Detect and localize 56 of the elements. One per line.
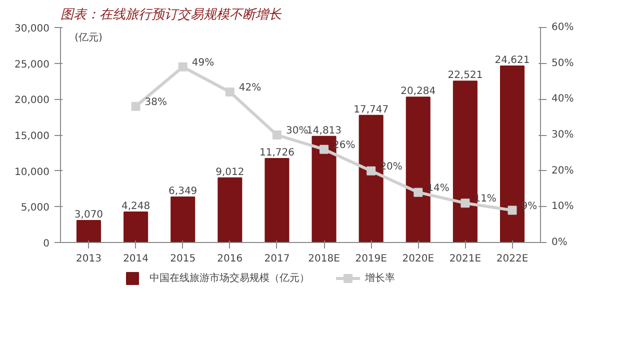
y-tick-label: 20,000 bbox=[14, 95, 50, 106]
y2-tick-label: 60% bbox=[552, 22, 574, 33]
y-tick-label: 25,000 bbox=[14, 59, 50, 70]
bar bbox=[264, 158, 290, 242]
point bbox=[414, 188, 423, 197]
point bbox=[460, 198, 470, 208]
y2-tick-label: 20% bbox=[552, 165, 574, 176]
data-label: 22,521 bbox=[448, 70, 483, 82]
chart-title: 图表：在线旅行预订交易规模不断增长 bbox=[60, 6, 282, 22]
data-label: 14,813 bbox=[306, 125, 342, 136]
y2-tick-label: 50% bbox=[552, 58, 574, 69]
data-label: 30% bbox=[286, 126, 308, 136]
data-label: 4,248 bbox=[121, 201, 150, 212]
x-tick-label: 2016 bbox=[217, 254, 243, 264]
bar bbox=[170, 196, 196, 242]
data-label: 9,012 bbox=[216, 166, 244, 178]
y-tick-label: 15,000 bbox=[14, 131, 50, 142]
x-tick-label: 2017 bbox=[264, 254, 290, 264]
data-label: 49% bbox=[192, 57, 214, 68]
data-label: 17,747 bbox=[354, 104, 389, 116]
data-label: 20,284 bbox=[400, 86, 436, 98]
data-label: 6,349 bbox=[168, 186, 198, 197]
bar bbox=[218, 177, 242, 242]
y2-tick-label: 0% bbox=[552, 237, 568, 248]
y2-tick-label: 30% bbox=[552, 130, 574, 140]
x-tick-label: 2020E bbox=[402, 254, 434, 264]
x-tick-label: 2018E bbox=[308, 254, 340, 264]
y-tick-label: 0 bbox=[43, 238, 50, 250]
bar bbox=[124, 212, 148, 242]
x-tick-label: 2019E bbox=[355, 254, 387, 264]
x-tick-label: 2022E bbox=[496, 254, 528, 264]
data-label: 3,070 bbox=[74, 210, 104, 220]
x-tick-label: 2015 bbox=[170, 254, 196, 264]
legend-label: 增长率 bbox=[364, 272, 395, 284]
y-tick-label: 10,000 bbox=[14, 166, 50, 178]
y-axis-title: (亿元) bbox=[74, 32, 103, 44]
x-tick-label: 2021E bbox=[449, 254, 482, 264]
point bbox=[178, 62, 188, 72]
data-label: 11,726 bbox=[259, 147, 294, 158]
y2-tick-label: 10% bbox=[552, 201, 574, 212]
y2-tick-label: 40% bbox=[552, 94, 574, 105]
point bbox=[131, 102, 140, 111]
point bbox=[366, 166, 376, 176]
point bbox=[272, 130, 282, 140]
point bbox=[225, 88, 234, 96]
point bbox=[320, 144, 329, 154]
data-label: 24,621 bbox=[494, 55, 530, 66]
point bbox=[508, 206, 517, 215]
data-label: 42% bbox=[238, 82, 262, 94]
x-tick-label: 2013 bbox=[76, 254, 102, 264]
legend-label: 中国在线旅游市场交易规模（亿元） bbox=[149, 272, 310, 284]
y-tick-label: 30,000 bbox=[14, 24, 50, 34]
data-label: 38% bbox=[144, 96, 168, 108]
bar bbox=[76, 220, 101, 242]
x-tick-label: 2014 bbox=[123, 254, 149, 264]
y-tick-label: 5,000 bbox=[20, 202, 50, 214]
